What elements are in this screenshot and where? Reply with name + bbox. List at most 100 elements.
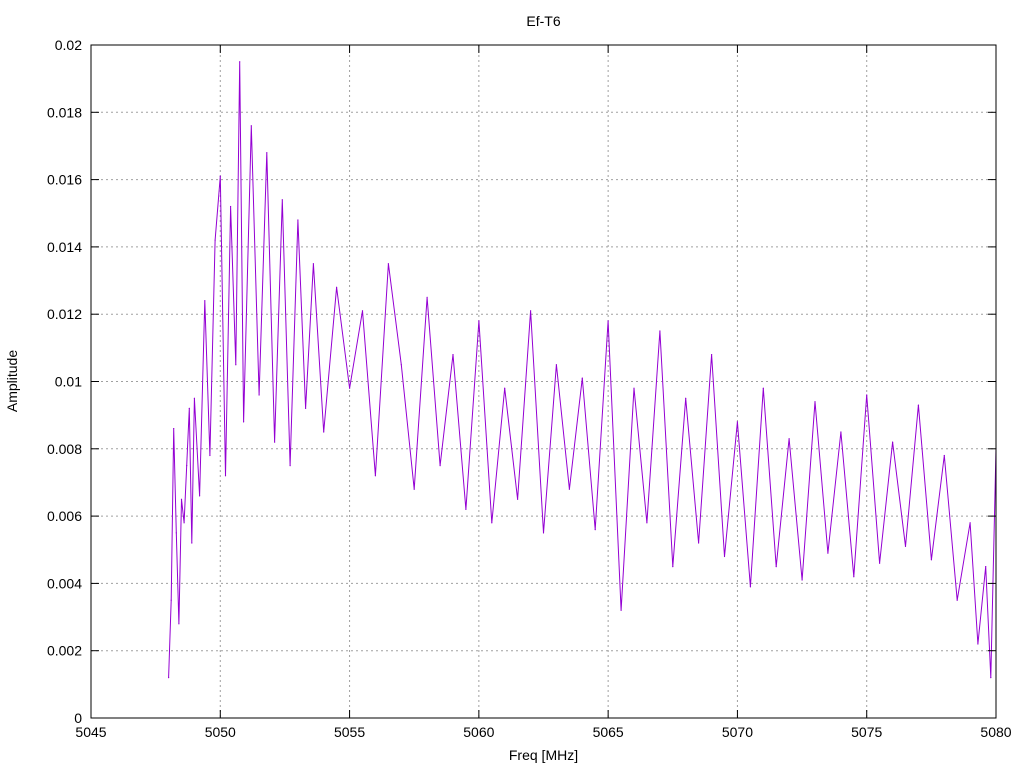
data-point <box>191 542 193 544</box>
x-tick-label: 5080 <box>980 724 1011 740</box>
data-point <box>827 552 829 554</box>
data-point <box>723 555 726 558</box>
y-tick-label: 0 <box>74 710 82 726</box>
data-point <box>659 330 661 332</box>
data-point <box>788 438 790 440</box>
data-point <box>607 320 609 322</box>
data-point <box>581 377 583 379</box>
data-point <box>904 545 907 548</box>
data-point <box>930 559 933 561</box>
data-point <box>209 454 211 457</box>
data-point <box>387 263 389 265</box>
y-tick-label: 0.004 <box>47 575 82 591</box>
data-point <box>186 465 188 467</box>
data-point <box>985 566 987 568</box>
data-point <box>685 397 687 399</box>
data-point <box>243 421 245 423</box>
data-point <box>452 354 454 356</box>
data-point <box>879 562 881 564</box>
y-tick-label: 0.02 <box>55 37 82 53</box>
data-point <box>465 508 467 510</box>
y-tick-label: 0.018 <box>47 104 82 120</box>
data-point <box>349 387 351 389</box>
data-point <box>672 566 674 568</box>
data-point <box>235 364 237 366</box>
x-tick-label: 5050 <box>205 724 236 740</box>
data-point <box>178 623 180 625</box>
data-point <box>297 219 299 221</box>
data-point <box>749 586 752 588</box>
y-tick-label: 0.016 <box>47 172 82 188</box>
data-point <box>711 354 713 356</box>
data-point <box>633 387 635 389</box>
data-point <box>250 125 252 127</box>
data-point <box>214 239 216 241</box>
data-point <box>555 364 558 366</box>
data-point <box>620 609 622 611</box>
y-tick-label: 0.008 <box>47 441 82 457</box>
data-point <box>323 431 325 433</box>
x-tick-label: 5060 <box>463 724 494 740</box>
data-point <box>230 205 232 208</box>
data-point <box>698 542 700 544</box>
data-point <box>224 475 227 477</box>
y-tick-label: 0.01 <box>55 374 82 390</box>
data-point <box>305 407 307 409</box>
x-tick-label: 5045 <box>75 724 106 740</box>
data-point <box>814 401 816 403</box>
data-point <box>426 296 428 298</box>
y-axis-label: Amplitude <box>4 350 20 412</box>
data-point <box>180 498 183 500</box>
data-point <box>219 175 221 177</box>
data-point <box>361 310 364 312</box>
y-tick-label: 0.012 <box>47 306 82 322</box>
data-point <box>281 199 283 201</box>
y-tick-label: 0.002 <box>47 643 82 659</box>
x-tick-label: 5055 <box>334 724 365 740</box>
data-point <box>990 677 992 679</box>
data-point <box>188 407 190 409</box>
data-point <box>736 421 739 423</box>
data-point <box>594 529 596 531</box>
x-tick-label: 5070 <box>722 724 753 740</box>
x-axis-label: Freq [MHz] <box>509 747 578 763</box>
data-point <box>193 397 195 399</box>
data-point <box>917 404 920 406</box>
data-point <box>239 61 241 63</box>
data-point <box>542 532 545 534</box>
data-point <box>336 286 338 288</box>
data-point <box>530 310 532 312</box>
data-point <box>491 522 493 524</box>
data-point <box>168 677 170 679</box>
data-point <box>439 465 441 467</box>
data-point <box>258 394 260 396</box>
tick-labels: 5045 5050 5055 5060 5065 5070 5075 5080 0 0.002 0.… <box>47 37 1012 740</box>
data-point <box>646 522 648 524</box>
data-point <box>568 488 571 490</box>
data-point <box>977 643 979 645</box>
data-point <box>413 488 415 490</box>
data-point <box>199 495 201 497</box>
data-point <box>943 454 945 457</box>
data-point <box>204 300 206 302</box>
data-point <box>183 522 185 524</box>
chart-title: Ef-T6 <box>526 13 560 29</box>
data-point <box>478 320 480 322</box>
data-point <box>892 441 894 443</box>
data-point <box>866 394 868 396</box>
y-tick-label: 0.014 <box>47 239 82 255</box>
data-point <box>170 599 172 601</box>
data-point <box>969 522 971 524</box>
data-point <box>266 152 268 154</box>
data-point <box>289 465 291 467</box>
data-point <box>801 579 803 581</box>
data-point <box>840 431 842 433</box>
data-point <box>374 475 376 477</box>
data-point <box>312 263 314 265</box>
data-point <box>517 498 519 500</box>
data-point <box>956 599 958 601</box>
data-point <box>400 364 402 366</box>
y-tick-label: 0.006 <box>47 508 82 524</box>
